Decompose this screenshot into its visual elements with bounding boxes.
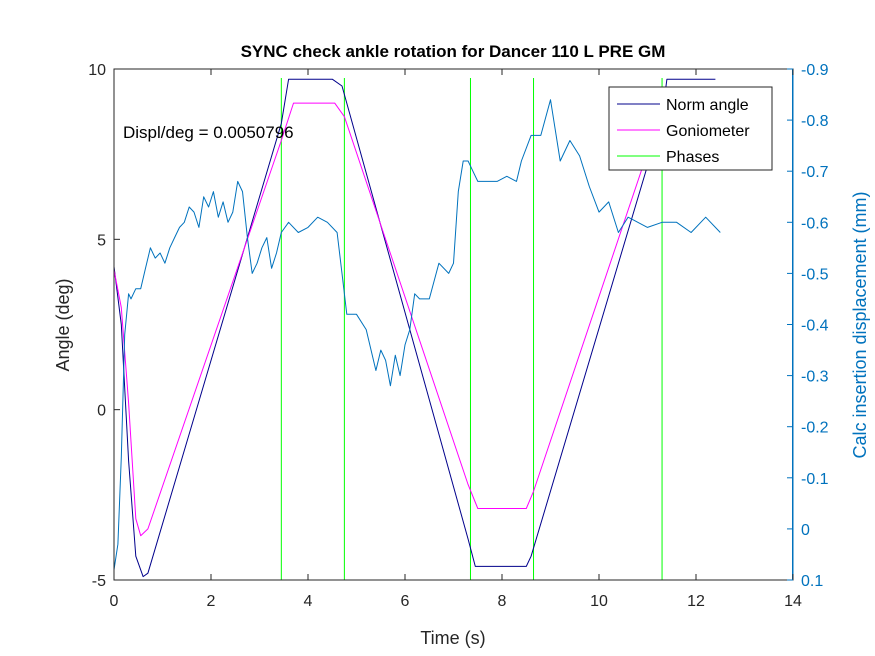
- y-tick-label: -5: [92, 573, 106, 590]
- y-right-tick-label: -0.1: [801, 471, 829, 488]
- y-right-tick-label: 0: [801, 522, 810, 539]
- y-right-tick-label: -0.5: [801, 266, 829, 283]
- x-axis-label: Time (s): [420, 628, 485, 648]
- y-right-tick-label: -0.2: [801, 420, 829, 437]
- y-right-tick-label: -0.8: [801, 113, 829, 130]
- y-tick-label: 5: [97, 232, 106, 249]
- chart-title: SYNC check ankle rotation for Dancer 110…: [241, 42, 666, 61]
- y-tick-label: 10: [88, 62, 106, 79]
- x-tick-label: 0: [110, 593, 119, 610]
- legend-entry-goniometer: Goniometer: [666, 123, 750, 140]
- y-right-tick-label: 0.1: [801, 573, 823, 590]
- x-tick-label: 14: [784, 593, 802, 610]
- x-tick-label: 6: [401, 593, 410, 610]
- y-axis-label: Angle (deg): [53, 278, 73, 371]
- x-tick-label: 10: [590, 593, 608, 610]
- x-tick-label: 4: [304, 593, 313, 610]
- legend: Norm angle Goniometer Phases: [608, 86, 773, 171]
- series-displacement: [113, 99, 721, 570]
- y-axis-label-right: Calc insertion displacement (mm): [850, 191, 870, 458]
- y-right-tick-label: -0.4: [801, 318, 829, 335]
- x-tick-label: 2: [207, 593, 216, 610]
- ratio-annotation: Displ/deg = 0.0050796: [123, 123, 294, 142]
- y-right-tick-label: -0.6: [801, 215, 829, 232]
- x-tick-label: 8: [498, 593, 507, 610]
- series-norm-angle: [113, 78, 716, 578]
- y-tick-label: 0: [97, 403, 106, 420]
- y-right-tick-label: -0.9: [801, 62, 829, 79]
- legend-entry-phases: Phases: [666, 149, 719, 166]
- y-right-tick-label: -0.7: [801, 164, 829, 181]
- legend-entry-norm-angle: Norm angle: [666, 97, 749, 114]
- y-right-tick-label: -0.3: [801, 369, 829, 386]
- series-goniometer: [113, 96, 663, 537]
- x-tick-label: 12: [687, 593, 705, 610]
